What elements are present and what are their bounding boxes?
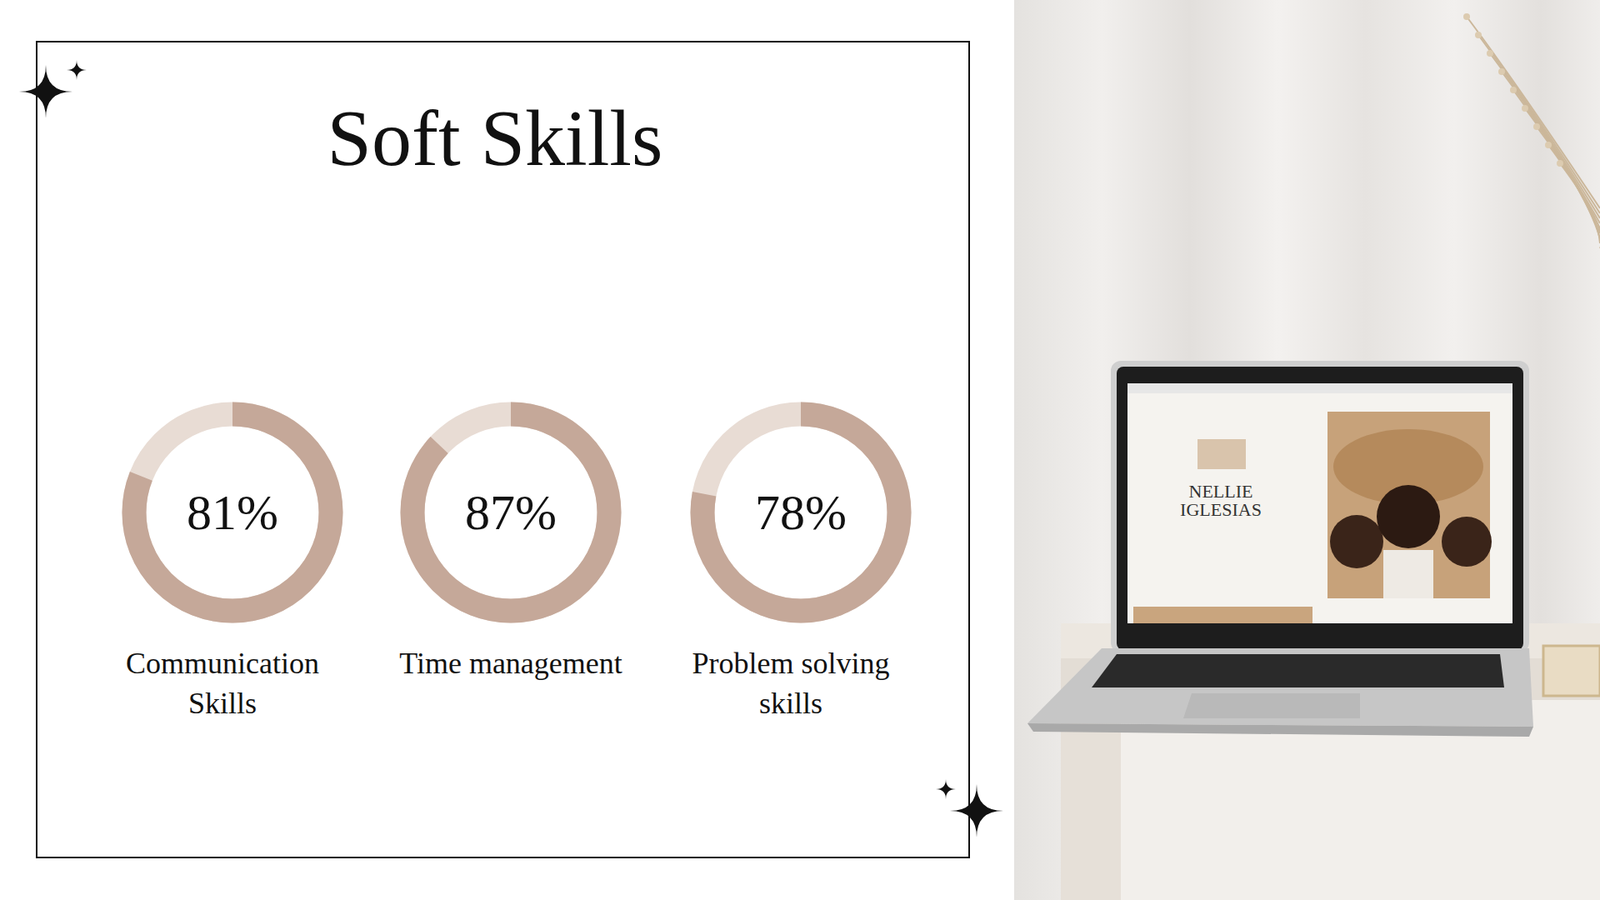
donut-arc (134, 414, 331, 611)
figure (1376, 485, 1440, 549)
flower-stem (1536, 126, 1600, 239)
label-line: Communication (125, 646, 320, 680)
laptop-base (1027, 648, 1534, 727)
donut-chart: 81% Communication Skills (125, 414, 331, 720)
background (0, 0, 1600, 900)
screen-photo (1327, 411, 1490, 599)
notebook (1543, 645, 1600, 696)
screen-name: NELLIEIGLESIAS (1180, 480, 1262, 520)
flower-stem (1548, 145, 1600, 244)
value-label: 78% (755, 485, 847, 540)
slide: Soft Skills 81% Communication Skills 87% Time… (0, 0, 1600, 900)
title: Soft Skills (327, 93, 664, 183)
flower (1521, 105, 1529, 112)
flower-stem (1560, 163, 1600, 249)
value-label: 87% (465, 485, 557, 540)
star (950, 784, 1004, 838)
value-label: 81% (186, 485, 279, 540)
donut-chart: 78% Problem solving skills (691, 414, 900, 720)
laptop-edge (1027, 723, 1534, 737)
figure-dress (1383, 550, 1434, 599)
star (935, 779, 956, 800)
flower-stem (1525, 108, 1600, 234)
label-line: Time management (399, 646, 623, 680)
label-line: Skills (188, 686, 257, 720)
category-label: Time management (399, 646, 623, 680)
star (19, 65, 73, 119)
flower (1463, 13, 1470, 20)
donut-track (412, 414, 610, 611)
figure (1330, 515, 1384, 569)
figure (1441, 516, 1492, 567)
laptop-lid (1110, 360, 1530, 653)
flower (1498, 68, 1505, 75)
donut-arc (702, 414, 900, 611)
keyboard (1091, 654, 1505, 688)
photo: NELLIEIGLESIAS (1014, 0, 1600, 900)
laptop-bezel (1116, 366, 1524, 650)
donut-track (702, 414, 900, 611)
screen-name-line: IGLESIAS (1180, 499, 1262, 520)
flower (1533, 123, 1540, 130)
donut-chart: 87% Time management (399, 414, 623, 680)
star (66, 60, 87, 80)
screen-thumb (1197, 439, 1246, 470)
label-line: skills (759, 686, 823, 720)
frame (36, 41, 970, 858)
curtain (1014, 0, 1600, 900)
trackpad (1183, 693, 1360, 719)
flower (1510, 86, 1517, 94)
category-label: Communication Skills (125, 646, 320, 720)
flower (1545, 141, 1552, 149)
donut-arc (412, 414, 610, 611)
flower (1475, 31, 1482, 39)
screen-strip (1133, 606, 1313, 624)
flower (1486, 50, 1494, 57)
laptop-screen (1127, 383, 1513, 624)
flower (1556, 160, 1564, 167)
category-label: Problem solving skills (691, 646, 890, 720)
donut-track (134, 414, 331, 611)
browser-bar (1127, 383, 1513, 394)
label-line: Problem solving (691, 646, 890, 680)
